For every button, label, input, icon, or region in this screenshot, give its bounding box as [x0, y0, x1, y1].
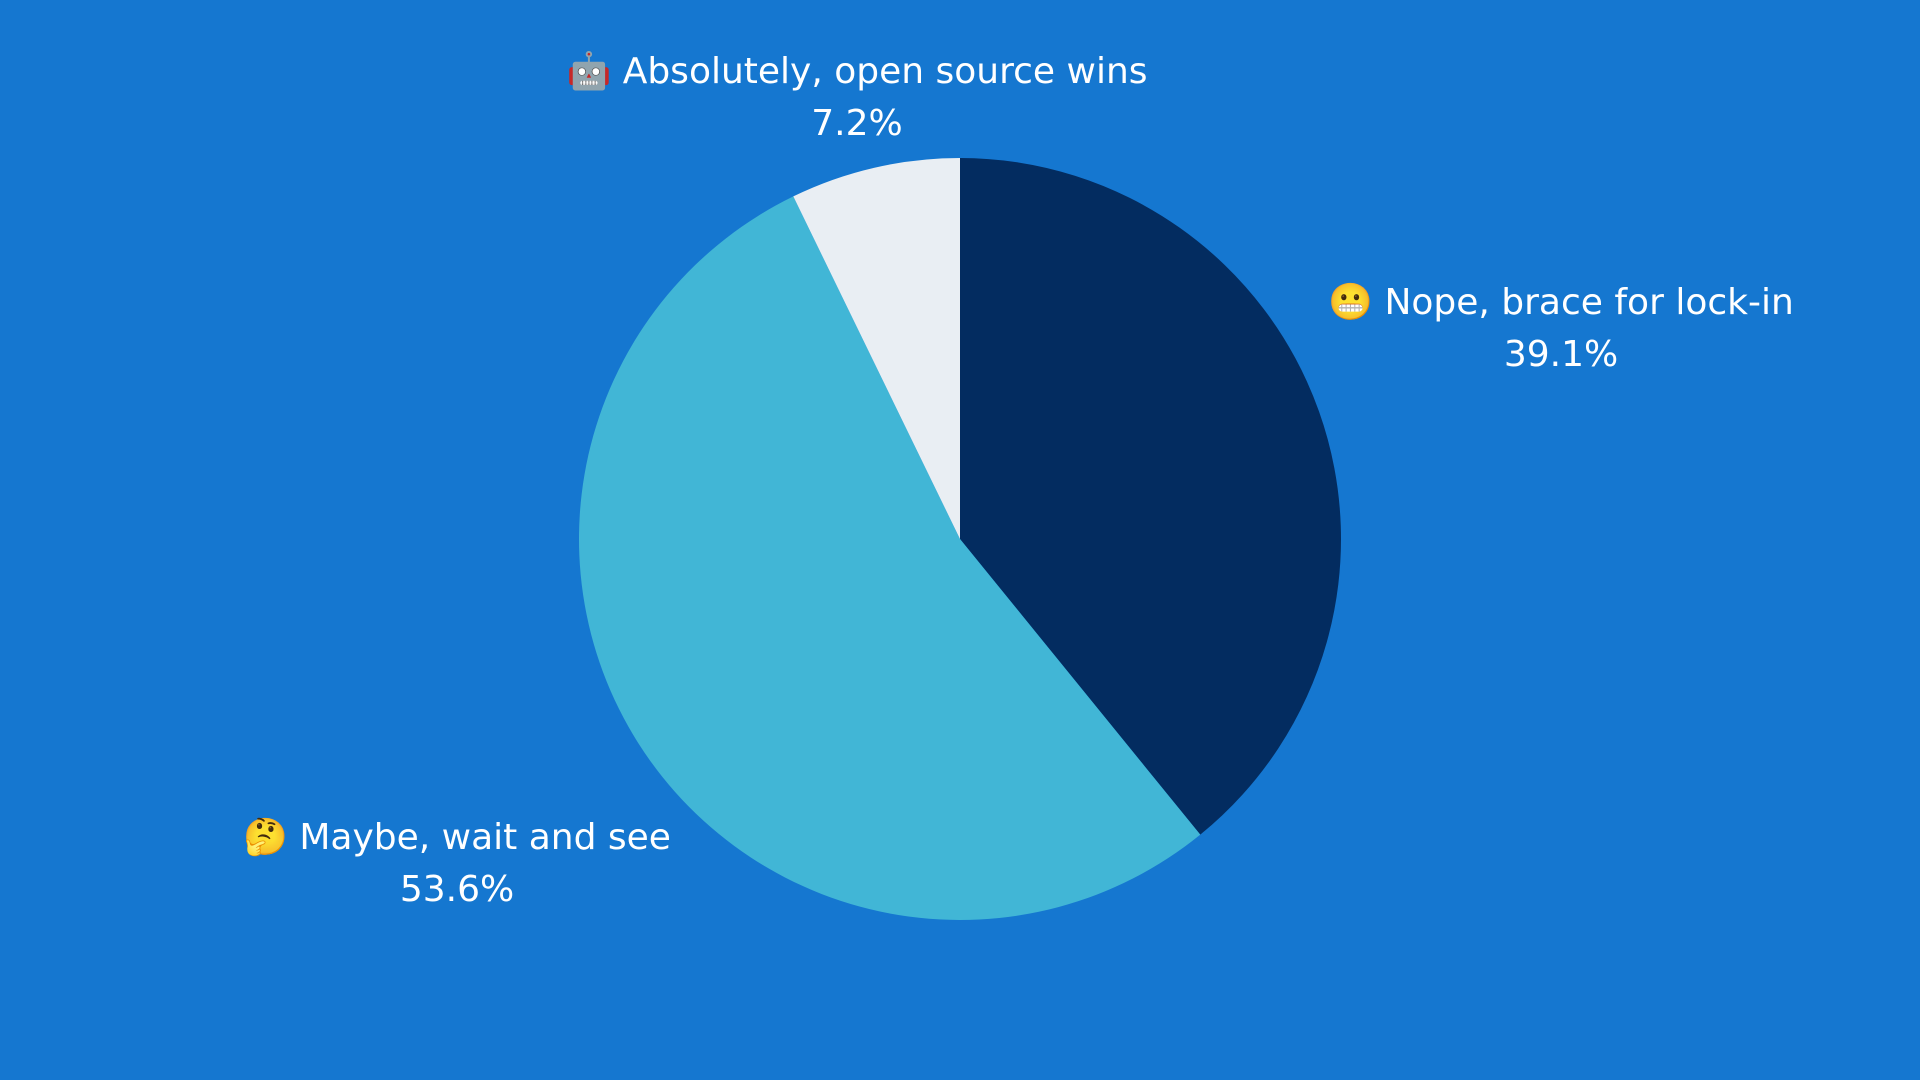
pie-slice	[960, 158, 1341, 835]
pie-slice	[793, 158, 960, 539]
slice-label: 🤖 Absolutely, open source wins	[566, 50, 1147, 92]
slice-label: 😬 Nope, brace for lock-in	[1328, 282, 1794, 323]
slice-label: 🤔 Maybe, wait and see	[243, 817, 671, 858]
slice-value-label: 7.2%	[811, 103, 902, 144]
slice-value-label: 53.6%	[400, 869, 514, 910]
slice-value-label: 39.1%	[1504, 334, 1618, 375]
pie-slice	[579, 196, 1201, 920]
